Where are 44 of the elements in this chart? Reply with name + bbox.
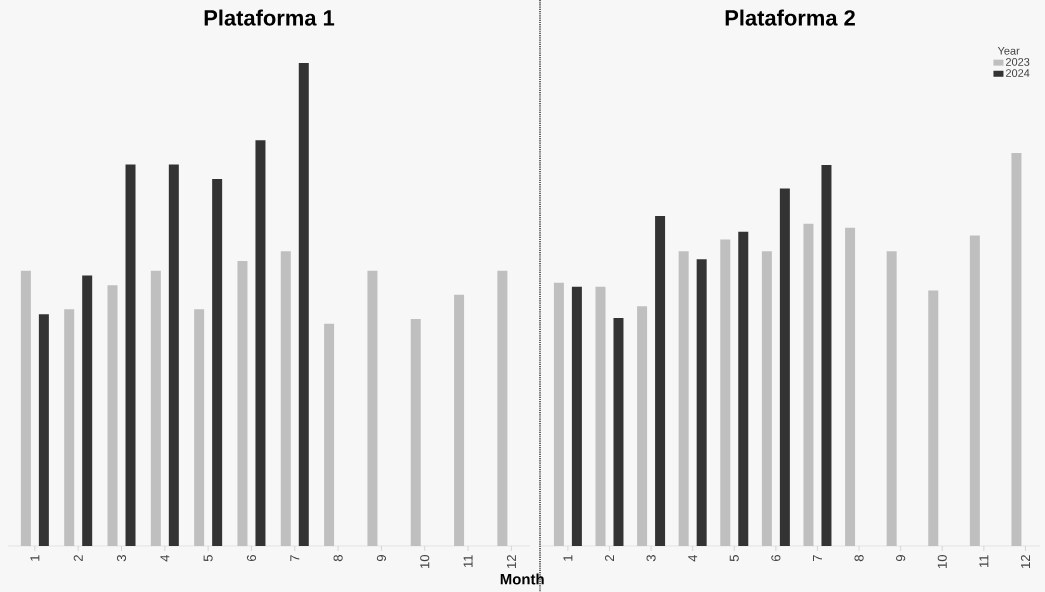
bar (779, 188, 790, 546)
bar (571, 286, 582, 546)
x-tick-label: 1 (30, 555, 40, 561)
bar (655, 215, 666, 546)
chart-title: Plataforma 2 (725, 9, 855, 26)
bar (738, 231, 749, 546)
x-tick-label: 11 (979, 555, 989, 567)
x-tick-label: 1 (563, 555, 573, 561)
x-tick-label: 5 (203, 555, 213, 562)
x-tick-label: 2 (604, 555, 614, 562)
x-tick-label: 5 (729, 555, 739, 562)
x-tick-label: 10 (420, 555, 430, 568)
bar (298, 62, 309, 546)
bar (255, 140, 266, 546)
x-tick-label: 8 (333, 555, 343, 562)
x-tick-label: 4 (688, 554, 698, 562)
bar (821, 164, 832, 546)
bar (38, 314, 49, 546)
legend-label: 2024 (1006, 69, 1030, 77)
x-tick-label: 3 (116, 555, 127, 562)
x-axis-title: Month (500, 573, 544, 585)
x-tick-label: 9 (896, 555, 906, 562)
x-tick-label: 8 (854, 555, 864, 562)
bar (168, 164, 179, 546)
bar (82, 275, 93, 546)
legend-label: 2023 (1006, 58, 1030, 66)
x-tick-label: 6 (246, 555, 257, 562)
x-tick-label: 4 (160, 554, 170, 562)
chart-title: Plataforma 1 (204, 9, 335, 26)
x-tick-label: 6 (771, 555, 781, 562)
x-tick-label: 10 (937, 555, 947, 568)
x-tick-label: 7 (813, 555, 822, 562)
bar (212, 178, 223, 546)
x-tick-label: 9 (376, 555, 387, 562)
x-tick-label: 7 (290, 555, 300, 562)
bar (613, 318, 624, 546)
x-tick-label: 11 (463, 555, 473, 567)
legend-title: Year (997, 47, 1020, 55)
bar (125, 164, 136, 546)
x-tick-label: 2 (73, 555, 83, 562)
bar (696, 259, 707, 546)
x-tick-label: 12 (1020, 555, 1030, 568)
x-tick-label: 3 (646, 555, 656, 562)
x-tick-label: 12 (506, 555, 516, 568)
